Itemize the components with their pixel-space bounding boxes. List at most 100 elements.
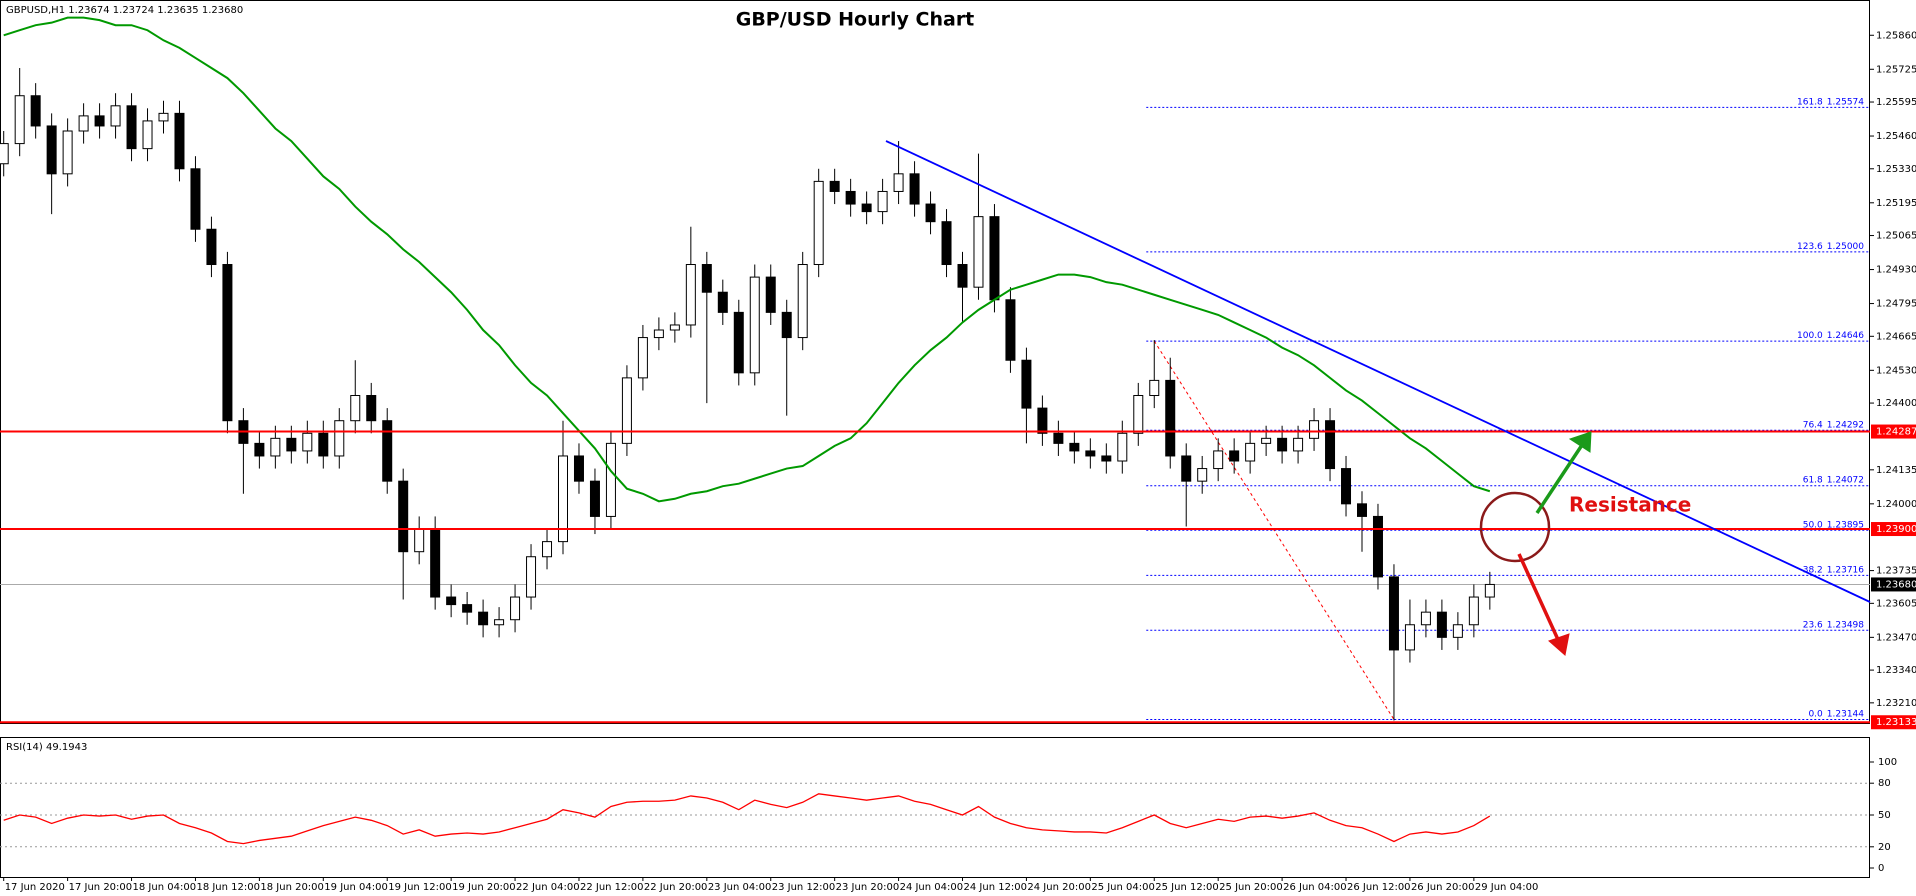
fib-ratio: 38.2 xyxy=(1803,565,1823,575)
fib-ratio: 50.0 xyxy=(1803,520,1823,530)
candle-body xyxy=(158,112,169,122)
candle-body xyxy=(989,216,1000,301)
candle-body xyxy=(781,311,792,339)
fib-label: 161.8 1.25574 xyxy=(1797,97,1864,107)
x-tick-label: 22 Jun 12:00 xyxy=(580,882,644,893)
x-tick-label: 18 Jun 20:00 xyxy=(260,882,324,893)
candle-body xyxy=(414,528,425,553)
candle-body xyxy=(398,480,409,553)
candle-body xyxy=(142,120,153,150)
candle-body xyxy=(669,324,680,331)
candle-body xyxy=(430,528,441,598)
candle-body xyxy=(558,455,568,543)
candle-body xyxy=(749,276,760,374)
x-tick-label: 29 Jun 04:00 xyxy=(1475,882,1539,893)
fib-ratio: 161.8 xyxy=(1797,97,1823,107)
candle-body xyxy=(462,604,473,613)
main-pane xyxy=(0,0,1870,724)
candle-body xyxy=(254,442,265,457)
y-tick-label: 1.24135 xyxy=(1876,465,1916,476)
y-tick-label: 1.23605 xyxy=(1876,598,1916,609)
candle-body xyxy=(1021,359,1032,409)
candle-body xyxy=(893,173,904,192)
candle-body xyxy=(1388,576,1399,651)
resistance-label: Resistance xyxy=(1569,493,1691,517)
candle-body xyxy=(1069,442,1080,452)
x-tick-label: 17 Jun 20:00 xyxy=(69,882,133,893)
x-tick-label: 19 Jun 04:00 xyxy=(324,882,388,893)
candle-body xyxy=(542,541,553,558)
y-tick-label: 100 xyxy=(1878,757,1897,768)
candle-body xyxy=(174,112,185,170)
y-tick-label: 1.23210 xyxy=(1876,698,1916,709)
candle-body xyxy=(1053,432,1064,444)
candle-body xyxy=(478,611,489,626)
candle-body xyxy=(573,455,584,482)
candle-body xyxy=(0,143,9,165)
candle-body xyxy=(845,190,856,205)
candle-body xyxy=(1213,450,1224,470)
candle-body xyxy=(637,337,648,379)
candle-body xyxy=(446,596,457,606)
fib-ratio: 61.8 xyxy=(1803,475,1823,485)
level-tag xyxy=(1871,424,1916,439)
candle-body xyxy=(605,442,616,517)
fib-price: 1.25574 xyxy=(1827,97,1864,107)
candle-body xyxy=(653,329,664,339)
level-tag xyxy=(1871,522,1916,537)
x-tick-label: 25 Jun 12:00 xyxy=(1155,882,1219,893)
candle-body xyxy=(1037,407,1048,434)
candle-body xyxy=(621,377,632,444)
candle-body xyxy=(1309,420,1320,439)
candle-body xyxy=(1165,379,1176,457)
y-tick-label: 1.25065 xyxy=(1876,231,1916,242)
candle-body xyxy=(973,216,984,288)
candle-body xyxy=(1404,624,1415,651)
candle-body xyxy=(1229,450,1240,462)
fib-label: 50.0 1.23895 xyxy=(1803,520,1864,530)
candle-body xyxy=(1117,432,1128,462)
candle-body xyxy=(909,173,920,205)
level-tag xyxy=(1871,715,1916,730)
candle-body xyxy=(701,264,712,293)
up-arrow xyxy=(1535,431,1592,514)
fib-price: 1.24292 xyxy=(1827,420,1864,430)
fib-ratio: 100.0 xyxy=(1797,331,1823,341)
candle-body xyxy=(1372,515,1383,578)
y-tick-label: 1.25460 xyxy=(1876,131,1916,142)
symbol-header: GBPUSD,H1 1.23674 1.23724 1.23635 1.2368… xyxy=(6,5,243,16)
level-label: 1.24287 xyxy=(1876,427,1916,438)
candle-body xyxy=(1325,420,1336,470)
x-tick-label: 18 Jun 12:00 xyxy=(196,882,260,893)
candle-body xyxy=(1484,583,1495,598)
candle-body xyxy=(1085,450,1096,457)
chart-title: GBP/USD Hourly Chart xyxy=(736,9,975,31)
fib-swing xyxy=(1153,340,1395,720)
fib-price: 1.24646 xyxy=(1827,331,1864,341)
candle-body xyxy=(829,180,840,192)
fib-price: 1.24072 xyxy=(1827,475,1864,485)
fib-label: 100.0 1.24646 xyxy=(1797,331,1864,341)
x-tick-label: 26 Jun 04:00 xyxy=(1283,882,1347,893)
y-tick-label: 1.25595 xyxy=(1876,97,1916,108)
y-tick-label: 50 xyxy=(1878,810,1891,821)
candle-body xyxy=(877,190,888,213)
x-tick-label: 19 Jun 12:00 xyxy=(388,882,452,893)
fib-ratio: 0.0 xyxy=(1808,709,1823,719)
candle-body xyxy=(94,115,105,127)
candle-body xyxy=(110,105,121,127)
candle-body xyxy=(190,168,201,230)
y-tick-label: 1.24400 xyxy=(1876,398,1916,409)
y-tick-label: 1.24795 xyxy=(1876,299,1916,310)
candle-body xyxy=(1101,455,1112,462)
y-tick-label: 1.24930 xyxy=(1876,265,1916,276)
x-tick-label: 22 Jun 20:00 xyxy=(644,882,708,893)
candle-body xyxy=(925,203,936,223)
candle-body xyxy=(1468,596,1479,626)
x-tick-label: 26 Jun 20:00 xyxy=(1411,882,1475,893)
candle-body xyxy=(941,221,952,266)
candle-body xyxy=(14,95,25,145)
candle-body xyxy=(510,596,521,621)
candle-body xyxy=(318,432,329,457)
